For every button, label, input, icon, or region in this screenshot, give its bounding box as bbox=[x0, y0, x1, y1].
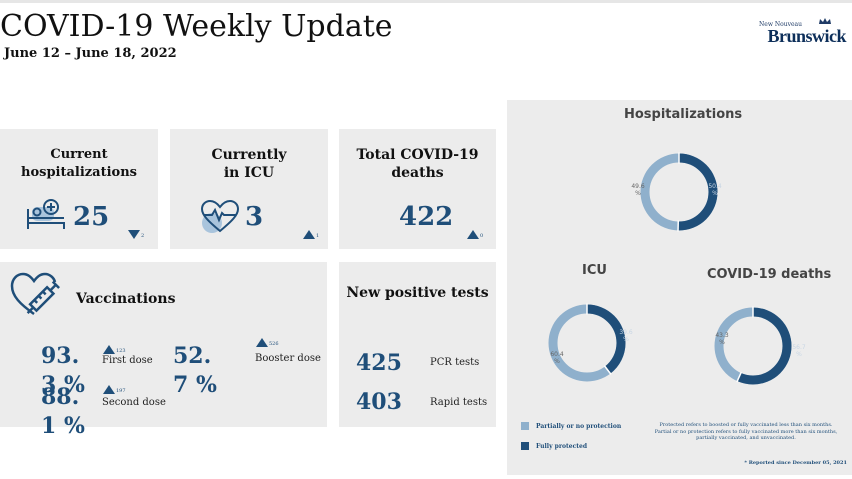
chart-title-icu: ICU bbox=[582, 263, 607, 278]
first-dose-value: 93.3 % bbox=[41, 343, 85, 398]
footnote: * Reported since December 05, 2021 bbox=[744, 460, 847, 466]
up-arrow-icon bbox=[103, 345, 115, 354]
booster-dose-value: 52.7 % bbox=[173, 343, 217, 398]
donut-separator bbox=[736, 371, 743, 383]
legend-partial-swatch bbox=[521, 422, 529, 430]
rapid-tests-value: 403 bbox=[356, 389, 402, 415]
protection-status-panel: Hospitalizations ICU COVID-19 deaths 49.… bbox=[507, 100, 852, 475]
icu-delta: 1 bbox=[303, 230, 319, 239]
rapid-tests-label: Rapid tests bbox=[430, 397, 488, 408]
hospital-bed-icon bbox=[27, 199, 65, 229]
booster-dose-delta: 526 bbox=[256, 338, 279, 347]
donut-separator bbox=[603, 365, 612, 375]
hospitalizations-delta: 2 bbox=[128, 230, 144, 239]
deaths-value: 422 bbox=[399, 202, 454, 232]
second-dose-label: Second dose bbox=[102, 397, 166, 408]
legend-partial-label: Partially or no protection bbox=[536, 423, 622, 430]
icu-full-label: 39.6 % bbox=[619, 329, 633, 343]
top-bar bbox=[0, 0, 852, 3]
page-title: COVID-19 Weekly Update bbox=[0, 9, 393, 44]
hosp-full-label: 50.4 % bbox=[708, 183, 722, 197]
pcr-tests-value: 425 bbox=[356, 350, 402, 376]
first-dose-label: First dose bbox=[102, 355, 153, 366]
legend-full-swatch bbox=[521, 442, 529, 450]
card-title: Vaccinations bbox=[76, 291, 176, 307]
second-dose-value: 88.1 % bbox=[41, 384, 85, 439]
up-arrow-icon bbox=[256, 338, 268, 347]
vaccinations-card: Vaccinations 93.3 % 123 First dose 88.1 … bbox=[0, 262, 327, 439]
card-title: Current hospitalizations bbox=[21, 147, 137, 180]
date-range: June 12 – June 18, 2022 bbox=[4, 46, 177, 61]
second-dose-delta: 197 bbox=[103, 385, 126, 394]
icu-card: Currently in ICU 3 1 bbox=[170, 129, 328, 249]
deaths-delta: 0 bbox=[467, 230, 483, 239]
up-arrow-icon bbox=[303, 230, 315, 239]
up-arrow-icon bbox=[103, 385, 115, 394]
up-arrow-icon bbox=[467, 230, 479, 239]
note-line-3: partially vaccinated, and unvaccinated. bbox=[696, 435, 796, 441]
logo-small-text: New Nouveau bbox=[759, 21, 802, 28]
down-arrow-icon bbox=[128, 230, 140, 239]
first-dose-delta: 123 bbox=[103, 345, 126, 354]
card-title: New positive tests bbox=[346, 285, 489, 301]
hospitalizations-value: 25 bbox=[73, 202, 110, 232]
card-title-line1: Currently bbox=[211, 147, 287, 163]
donut-charts bbox=[548, 152, 792, 385]
chart-title-deaths: COVID-19 deaths bbox=[707, 267, 832, 282]
hospitalizations-card: Current hospitalizations 25 2 bbox=[0, 129, 158, 249]
vaccine-heart-icon bbox=[10, 272, 60, 316]
protection-note: Protected refers to boosted or fully vac… bbox=[647, 422, 845, 442]
card-title-line1: Total COVID-19 bbox=[356, 147, 479, 163]
icu-value: 3 bbox=[245, 202, 264, 232]
deaths-full-label: 56.7 % bbox=[792, 344, 806, 358]
heart-pulse-icon bbox=[200, 199, 240, 233]
booster-dose-label: Booster dose bbox=[255, 353, 321, 364]
note-line-2: Partial or no protection refers to fully… bbox=[654, 428, 838, 435]
crown-icon bbox=[819, 18, 831, 24]
pcr-tests-label: PCR tests bbox=[430, 357, 480, 368]
card-title-line2: deaths bbox=[391, 165, 444, 181]
icu-partial-label: 60.4 % bbox=[550, 351, 564, 365]
legend-full-label: Fully protected bbox=[536, 443, 588, 450]
positive-tests-card: New positive tests 425 PCR tests 403 Rap… bbox=[339, 262, 496, 427]
chart-title-hospitalizations: Hospitalizations bbox=[624, 107, 743, 122]
logo-text: Brunswick bbox=[767, 26, 846, 46]
deaths-partial-label: 43.3 % bbox=[715, 332, 729, 346]
nb-logo: New Nouveau Brunswick bbox=[759, 18, 846, 47]
deaths-card: Total COVID-19 deaths 422 0 bbox=[339, 129, 496, 249]
hosp-partial-label: 49.6 % bbox=[631, 183, 645, 197]
card-title-line2: in ICU bbox=[223, 165, 275, 181]
note-line-1: Protected refers to boosted or fully vac… bbox=[659, 422, 833, 428]
